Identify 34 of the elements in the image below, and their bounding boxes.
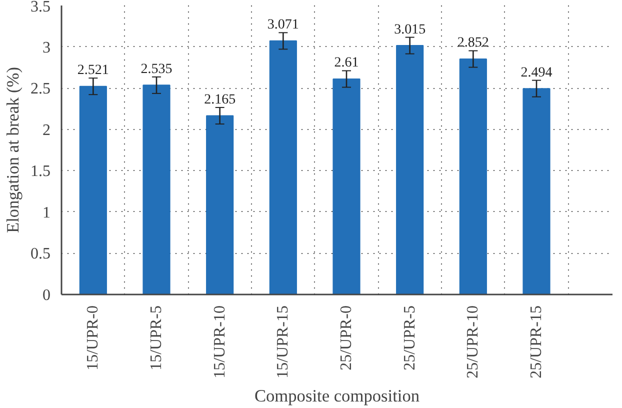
bar	[459, 58, 487, 294]
bar	[522, 88, 550, 294]
data-label: 2.521	[77, 63, 109, 78]
bar	[396, 45, 424, 294]
y-tick-label: 3.5	[30, 0, 50, 16]
y-tick-label: 2.5	[30, 80, 50, 98]
y-tick-label: 1.5	[30, 163, 50, 180]
bar	[142, 84, 170, 294]
y-tick-label: 2	[42, 122, 50, 139]
data-label: 3.071	[267, 18, 299, 33]
data-label: 3.015	[394, 22, 426, 38]
x-tick-label: 25/UPR-0	[338, 305, 355, 370]
y-tick-label: 0	[42, 287, 50, 304]
y-tick-label: 1	[42, 204, 50, 222]
x-tick-label: 15/UPR-5	[148, 305, 165, 370]
y-tick-label: 0.5	[30, 246, 50, 263]
x-tick-label: 15/UPR-15	[274, 305, 292, 378]
x-axis-title: Composite composition	[254, 386, 420, 406]
bar	[269, 40, 297, 294]
x-tick-label: 25/UPR-15	[528, 305, 545, 378]
data-label: 2.535	[140, 62, 172, 77]
y-tick-label: 3	[42, 39, 50, 56]
x-tick-label: 25/UPR-10	[464, 305, 482, 378]
bar	[332, 78, 360, 294]
x-tick-label: 15/UPR-10	[211, 305, 228, 378]
y-axis-title: Elongation at break (%)	[4, 66, 22, 233]
data-label: 2.165	[204, 92, 236, 108]
bar	[206, 115, 234, 294]
data-label: 2.852	[457, 36, 489, 51]
data-label: 2.494	[520, 65, 552, 80]
data-label: 2.61	[334, 56, 359, 71]
x-tick-label: 25/UPR-5	[401, 305, 418, 370]
x-tick-label: 15/UPR-0	[84, 305, 102, 370]
bar	[79, 86, 107, 294]
